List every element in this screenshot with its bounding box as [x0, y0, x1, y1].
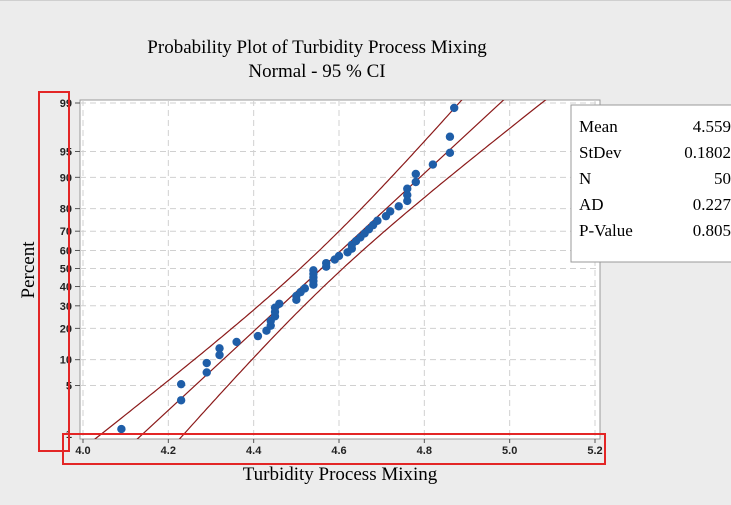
data-point [215, 344, 224, 353]
data-point [411, 177, 420, 187]
data-point [253, 331, 263, 341]
data-points [117, 103, 459, 434]
y-tick-label: 70 [60, 226, 72, 238]
y-tick-label: 10 [60, 355, 72, 367]
x-axis-ticks: 4.0 4.2 4.4 4.6 4.8 5.0 5.2 [75, 439, 603, 457]
x-axis-highlight-box [62, 433, 606, 465]
y-tick-label: 99 [60, 98, 72, 110]
chart-title: Probability Plot of Turbidity Process Mi… [147, 37, 487, 58]
stats-legend: Mean 4.559 StDev 0.1802 N 50 AD 0.227 P-Value 0.8… [570, 104, 731, 263]
x-tick-label: 4.4 [246, 445, 262, 457]
stat-label: StDev [579, 143, 622, 162]
ci-lower-band [94, 100, 463, 439]
data-point [411, 169, 420, 179]
data-point [445, 132, 455, 141]
data-point [403, 196, 412, 206]
y-tick-label: 40 [60, 282, 72, 294]
stat-value: 50 [714, 169, 731, 188]
stat-value: 0.1802 [684, 143, 731, 162]
data-point [300, 284, 310, 293]
y-axis-highlight-box [38, 91, 70, 452]
data-point [176, 379, 186, 389]
data-point [428, 160, 438, 169]
data-point [334, 251, 344, 261]
y-tick-label: 30 [60, 301, 72, 313]
y-tick-label: 20 [60, 323, 72, 335]
x-tick-label: 4.8 [417, 445, 432, 457]
stat-label: N [579, 169, 591, 188]
y-tick-label: 90 [60, 172, 72, 184]
fitted-line [136, 100, 505, 439]
stat-label: P-Value [579, 221, 633, 240]
x-tick-label: 4.6 [331, 445, 346, 457]
data-point [215, 350, 224, 360]
data-point [403, 190, 412, 200]
data-point [117, 424, 126, 434]
stat-label: Mean [579, 117, 618, 136]
data-point [202, 358, 211, 368]
data-point [403, 184, 412, 193]
x-tick-label: 5.2 [587, 445, 602, 457]
data-point [309, 266, 318, 275]
data-point [450, 103, 459, 113]
x-axis-label: Turbidity Process Mixing [243, 464, 438, 485]
data-point [176, 396, 186, 405]
data-point [445, 148, 455, 158]
stat-label: AD [579, 195, 604, 214]
data-point [394, 202, 403, 211]
stat-value: 0.227 [693, 195, 731, 214]
ci-upper-band [178, 100, 547, 439]
y-tick-label: 60 [60, 245, 72, 257]
stats-legend-box [570, 104, 731, 263]
stat-value: 4.559 [693, 117, 731, 136]
stat-value: 0.805 [693, 221, 731, 240]
y-axis-label: Percent [18, 241, 39, 299]
x-tick-label: 4.2 [161, 445, 176, 457]
chart-subtitle: Normal - 95 % CI [248, 61, 385, 82]
data-point [275, 299, 284, 308]
data-point [322, 258, 331, 268]
y-tick-label: 50 [60, 264, 72, 276]
x-tick-label: 4.0 [75, 445, 90, 457]
data-point [232, 337, 241, 347]
confidence-bands [94, 100, 547, 439]
y-tick-label: 80 [60, 204, 72, 216]
x-tick-label: 5.0 [502, 445, 517, 457]
data-point [373, 216, 382, 225]
data-point [202, 368, 211, 377]
figure-border-top [0, 0, 731, 1]
data-point [386, 207, 395, 216]
y-tick-label: 95 [60, 146, 72, 158]
